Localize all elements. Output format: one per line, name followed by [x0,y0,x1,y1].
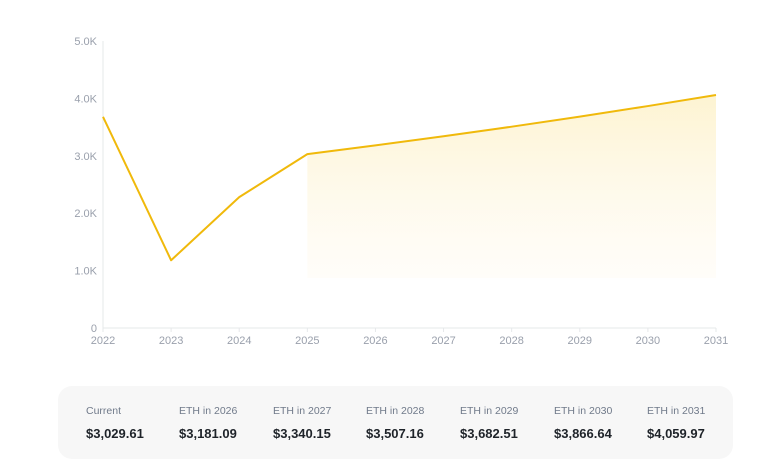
x-tick-label: 2025 [295,335,319,347]
x-tick-label: 2026 [363,335,387,347]
stat-label: ETH in 2027 [273,405,332,417]
x-tick-label: 2031 [704,335,728,347]
stat-label: ETH in 2031 [647,405,706,417]
stat-current: Current $3,029.61 [86,405,144,441]
stat-label: ETH in 2028 [366,405,425,417]
stat-value: $3,682.51 [460,426,518,441]
stat-value: $3,507.16 [366,426,424,441]
stat-2026: ETH in 2026 $3,181.09 [179,405,237,441]
x-tick-label: 2023 [159,335,183,347]
y-tick-label: 0 [91,323,97,335]
x-axis-ticks: 2022 2023 2024 2025 2026 2027 2028 2029 2030 2031 [91,328,728,347]
price-line [102,93,717,262]
stat-value: $3,340.15 [273,426,331,441]
stat-2031: ETH in 2031 $4,059.97 [647,405,705,441]
x-tick-label: 2024 [227,335,251,347]
stat-2028: ETH in 2028 $3,507.16 [366,405,424,441]
forecast-area [307,94,716,278]
stat-label: ETH in 2029 [460,405,519,417]
y-tick-label: 3.0K [74,151,97,163]
stat-2030: ETH in 2030 $3,866.64 [554,405,612,441]
prediction-stats-panel: Current $3,029.61 ETH in 2026 $3,181.09 … [58,386,733,459]
x-tick-label: 2029 [568,335,592,347]
price-prediction-chart: 01.0K2.0K3.0K4.0K5.0K 2022 2023 2024 2025 20… [74,36,728,347]
stat-label: Current [86,405,122,417]
stat-label: ETH in 2030 [554,405,613,417]
stat-value: $3,866.64 [554,426,612,441]
y-tick-label: 4.0K [74,93,97,105]
stat-2027: ETH in 2027 $3,340.15 [273,405,331,441]
stat-value: $3,029.61 [86,426,144,441]
stat-value: $3,181.09 [179,426,237,441]
stat-value: $4,059.97 [647,426,705,441]
y-tick-label: 1.0K [74,266,97,278]
stat-label: ETH in 2026 [179,405,238,417]
y-tick-label: 5.0K [74,36,97,48]
x-tick-label: 2027 [431,335,455,347]
y-axis-ticks: 0 1.0K 2.0K 3.0K 4.0K 5.0K [74,36,97,335]
x-tick-label: 2028 [499,335,523,347]
y-tick-label: 2.0K [74,208,97,220]
stat-2029: ETH in 2029 $3,682.51 [460,405,518,441]
x-tick-label: 2030 [636,335,660,347]
x-tick-label: 2022 [91,335,115,347]
